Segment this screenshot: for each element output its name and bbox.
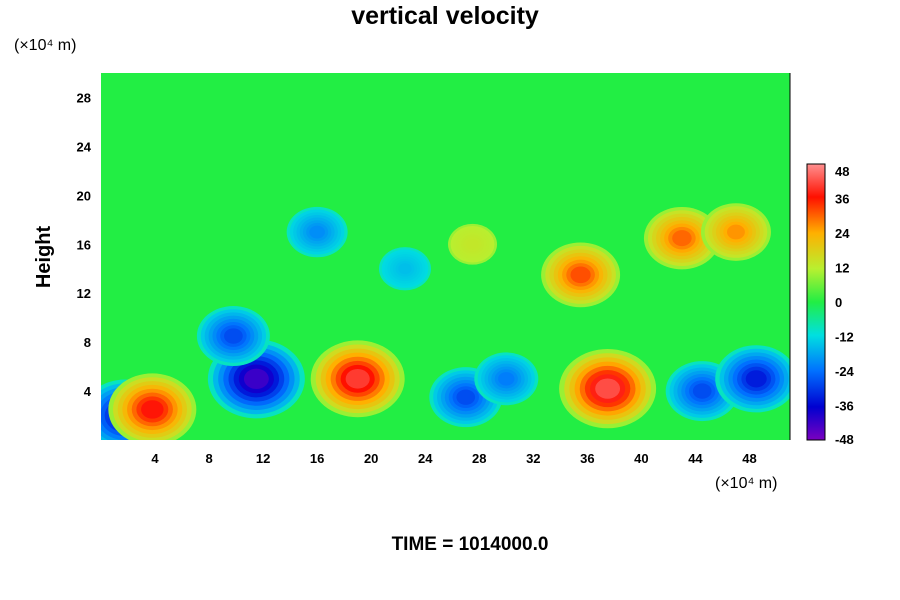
colorbar-tick-label: 0 (835, 295, 842, 310)
velocity-cell (286, 206, 348, 258)
y-axis-ticks: 4 8 12 16 20 24 28 (77, 90, 92, 399)
velocity-cell (541, 242, 621, 308)
y-tick-label: 16 (77, 237, 91, 252)
velocity-cell (559, 349, 657, 429)
velocity-cell (378, 247, 431, 291)
contour-band (595, 378, 621, 399)
contour-band (745, 370, 767, 388)
velocity-cell (715, 345, 790, 413)
contour-band (672, 230, 692, 247)
x-tick-label: 32 (526, 451, 540, 466)
colorbar-tick-label: -24 (835, 364, 855, 379)
colorbar: 48 36 24 12 0 -12 -24 -36 -48 (806, 163, 855, 447)
velocity-cell (196, 306, 270, 367)
x-axis-unit: (×10⁴ m) (715, 475, 777, 492)
x-tick-label: 12 (256, 451, 270, 466)
colorbar-tick-label: 36 (835, 192, 849, 207)
x-axis-ticks: 4 8 12 16 20 24 28 32 36 40 44 48 (151, 451, 756, 466)
contour-band (141, 400, 164, 419)
y-axis-unit: (×10⁴ m) (14, 37, 76, 54)
x-tick-label: 24 (418, 451, 433, 466)
y-tick-label: 28 (77, 90, 91, 105)
velocity-cell (474, 352, 539, 406)
velocity-features (101, 203, 790, 440)
time-label: TIME = 1014000.0 (392, 534, 549, 555)
colorbar-tick-label: -48 (835, 432, 854, 447)
contour-band (466, 239, 479, 250)
velocity-cell (448, 223, 498, 265)
y-tick-label: 20 (77, 188, 91, 203)
colorbar-tick-label: -12 (835, 330, 854, 345)
contour-band (243, 368, 269, 389)
contour-band (570, 266, 591, 284)
colorbar-ticks: 48 36 24 12 0 -12 -24 -36 -48 (835, 164, 855, 447)
contour-band (692, 383, 712, 399)
contour-band (726, 224, 745, 240)
contour-band (309, 225, 325, 239)
x-tick-label: 4 (151, 451, 159, 466)
y-axis-label: Height (33, 226, 55, 289)
colorbar-scale (806, 163, 826, 441)
chart-title: vertical velocity (351, 2, 539, 30)
velocity-cell (310, 340, 405, 418)
contour-band (398, 263, 412, 275)
x-tick-label: 28 (472, 451, 486, 466)
contour-plot-area (101, 73, 791, 440)
y-tick-label: 8 (84, 335, 91, 350)
y-tick-label: 24 (77, 139, 92, 154)
x-tick-label: 44 (688, 451, 703, 466)
x-tick-label: 36 (580, 451, 594, 466)
x-tick-label: 48 (742, 451, 756, 466)
x-tick-label: 8 (205, 451, 212, 466)
colorbar-tick-label: 48 (835, 164, 849, 179)
velocity-cell (700, 203, 771, 261)
y-tick-label: 4 (84, 384, 92, 399)
velocity-cell (643, 206, 720, 270)
colorbar-tick-label: -36 (835, 399, 854, 414)
contour-band (456, 389, 476, 405)
contour-band (498, 372, 515, 386)
colorbar-tick-label: 12 (835, 261, 849, 276)
contour-band (345, 368, 370, 389)
x-tick-label: 16 (310, 451, 324, 466)
velocity-cell (108, 373, 197, 440)
x-tick-label: 20 (364, 451, 378, 466)
contour-band (224, 328, 243, 344)
x-tick-label: 40 (634, 451, 648, 466)
colorbar-tick-label: 24 (835, 226, 850, 241)
y-tick-label: 12 (77, 286, 91, 301)
